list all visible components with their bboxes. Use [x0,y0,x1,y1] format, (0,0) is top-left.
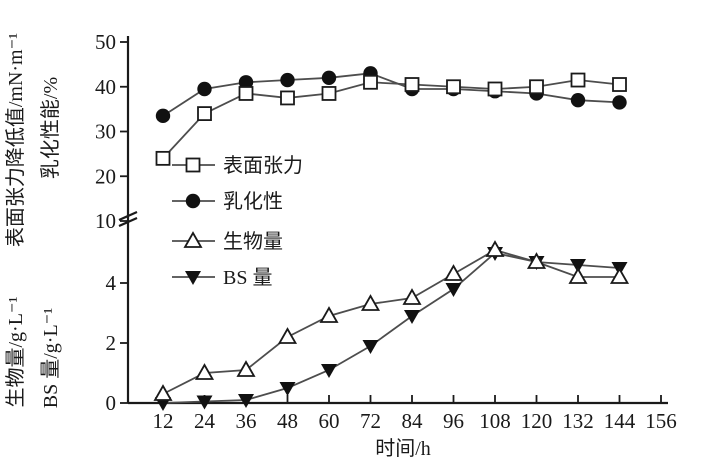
legend-label-emulsification: 乳化性 [223,190,283,213]
x-tick-label: 132 [562,409,594,433]
y-axis-title-outer-upper: 表面张力降低值/mN·m⁻¹ [4,33,27,247]
marker-emulsification [238,75,254,90]
x-tick-label: 60 [319,409,340,433]
marker-biomass [319,306,339,323]
marker-bs-amount [321,364,337,378]
y-axis-title-outer-lower: 生物量/g·L⁻¹ [4,297,27,408]
legend-marker-surface-tension [185,157,201,173]
marker-bs-amount [279,382,296,396]
marker-biomass [402,288,422,305]
marker-surface-tension [197,106,212,121]
marker-biomass [485,240,505,257]
marker-surface-tension [529,79,544,95]
marker-surface-tension [280,90,295,106]
marker-biomass [526,252,547,269]
marker-bs-amount [362,340,379,354]
x-tick-label: 24 [194,409,216,433]
marker-surface-tension [487,81,503,97]
marker-bs-amount [445,283,462,297]
x-tick-label: 96 [443,409,464,433]
marker-biomass [194,363,215,380]
marker-surface-tension [238,86,254,101]
legend-label-bs-amount: BS 量 [223,267,272,289]
axis-break-mark [118,216,138,228]
y-tick-label-lower: 4 [106,271,117,295]
x-tick-label: 12 [153,409,174,433]
marker-biomass [609,267,630,284]
legend-marker-emulsification [185,193,201,209]
marker-biomass [277,327,298,344]
y-tick-label-upper: 10 [95,209,116,233]
y-tick-label-upper: 40 [95,75,116,99]
marker-bs-amount [238,394,254,408]
legend-label-surface-tension: 表面张力 [223,154,303,177]
marker-surface-tension [570,72,586,88]
marker-biomass [236,360,256,377]
x-tick-label: 108 [479,409,511,433]
x-axis-title: 时间/h [375,437,431,460]
x-tick-label: 36 [236,409,257,433]
marker-emulsification [570,92,586,108]
series-line-bs-amount [162,252,620,404]
marker-biomass [443,264,464,281]
marker-emulsification [155,108,171,124]
marker-surface-tension [321,86,337,101]
marker-bs-amount [404,310,420,324]
legend-label-biomass: 生物量 [223,230,283,253]
marker-surface-tension [404,77,420,92]
marker-surface-tension [446,79,461,95]
legend-marker-bs-amount [185,271,201,285]
y-tick-label-upper: 50 [95,30,116,54]
x-tick-label: 84 [402,409,424,433]
series-line-surface-tension [162,79,620,159]
marker-surface-tension [612,77,627,92]
marker-bs-amount [196,395,213,410]
y-tick-label-upper: 20 [95,164,116,188]
x-tick-label: 144 [604,409,636,433]
marker-biomass [360,294,381,311]
marker-emulsification [612,95,627,110]
marker-surface-tension [155,150,171,166]
axis-break-mark [118,210,138,222]
marker-emulsification [280,72,295,88]
marker-surface-tension [363,74,378,90]
x-tick-label: 120 [521,409,553,433]
marker-biomass [153,384,173,401]
y-axis-title-inner-upper: 乳化性能/% [39,77,62,179]
marker-emulsification [197,81,212,97]
legend-marker-biomass [183,231,203,248]
y-axis-title-inner-lower: BS 量/g·L⁻¹ [40,308,62,408]
y-tick-label-lower: 0 [106,391,117,415]
x-tick-label: 72 [360,409,381,433]
marker-bs-amount [570,259,586,273]
marker-emulsification [321,70,337,86]
x-tick-label: 156 [645,409,677,433]
series-line-emulsification [162,72,620,117]
y-tick-label-upper: 30 [95,120,116,144]
y-tick-label-lower: 2 [106,331,117,355]
marker-biomass [568,267,588,284]
x-tick-label: 48 [277,409,298,433]
